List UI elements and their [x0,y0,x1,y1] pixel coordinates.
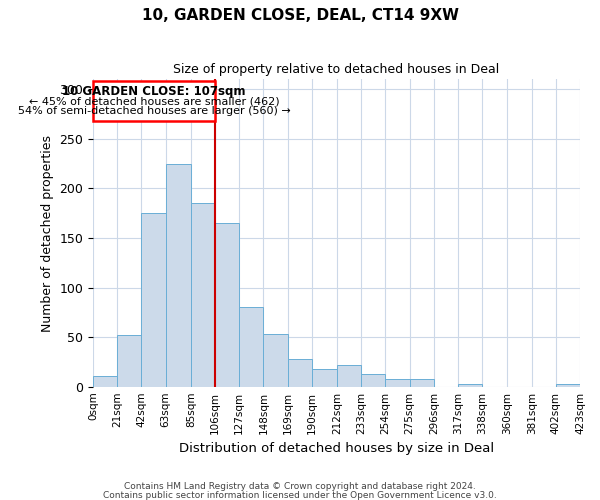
Bar [93,82,215,121]
Y-axis label: Number of detached properties: Number of detached properties [41,134,54,332]
Bar [337,365,361,386]
Bar [166,164,191,386]
Text: Contains HM Land Registry data © Crown copyright and database right 2024.: Contains HM Land Registry data © Crown c… [124,482,476,491]
Bar [312,369,337,386]
Bar [117,335,142,386]
Bar [556,384,580,386]
Text: ← 45% of detached houses are smaller (462): ← 45% of detached houses are smaller (46… [29,96,280,106]
Bar [410,379,434,386]
Bar [191,204,215,386]
Bar [458,384,482,386]
Bar [287,359,312,386]
Text: 54% of semi-detached houses are larger (560) →: 54% of semi-detached houses are larger (… [18,106,290,116]
Bar [215,223,239,386]
Text: 10, GARDEN CLOSE, DEAL, CT14 9XW: 10, GARDEN CLOSE, DEAL, CT14 9XW [142,8,458,22]
X-axis label: Distribution of detached houses by size in Deal: Distribution of detached houses by size … [179,442,494,455]
Text: Contains public sector information licensed under the Open Government Licence v3: Contains public sector information licen… [103,490,497,500]
Bar [239,308,263,386]
Bar [361,374,385,386]
Text: 10 GARDEN CLOSE: 107sqm: 10 GARDEN CLOSE: 107sqm [62,85,246,98]
Bar [385,379,410,386]
Title: Size of property relative to detached houses in Deal: Size of property relative to detached ho… [173,62,500,76]
Bar [263,334,287,386]
Bar [142,213,166,386]
Bar [93,376,117,386]
